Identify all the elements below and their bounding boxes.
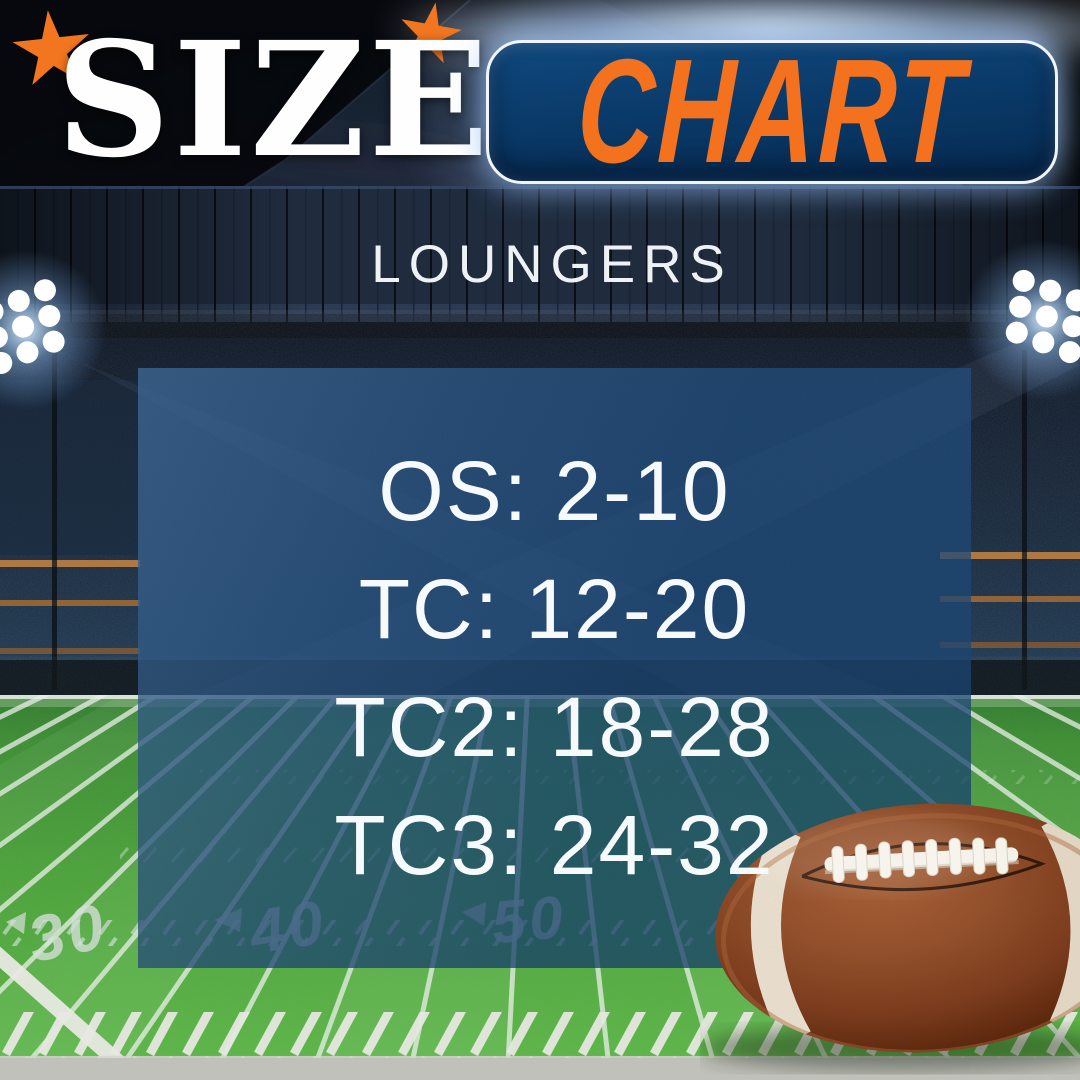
size-row: TC3: 24-32 (334, 798, 775, 892)
banner-label: CHART (574, 29, 970, 194)
size-row: TC: 12-20 (358, 562, 751, 656)
poster-title: SIZE (56, 8, 492, 193)
size-row: OS: 2-10 (378, 444, 731, 538)
product-subtitle: LOUNGERS (371, 235, 733, 294)
yard-number-30: 30 (22, 889, 114, 976)
floodlight-right-icon (964, 240, 1080, 400)
chart-banner: CHART (486, 29, 1058, 194)
size-row: TC2: 18-28 (334, 680, 775, 774)
track-edge (0, 1056, 1080, 1059)
floodlight-left-icon (0, 250, 106, 410)
football-image (700, 796, 1080, 1070)
size-list: OS: 2-10 TC: 12-20 TC2: 18-28 TC3: 24-32 (138, 368, 971, 968)
